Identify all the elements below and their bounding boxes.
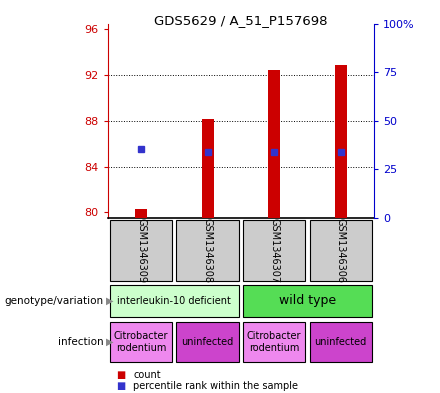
Text: GSM1346308: GSM1346308: [203, 218, 213, 283]
Text: GDS5629 / A_51_P157698: GDS5629 / A_51_P157698: [154, 14, 328, 27]
Bar: [243, 321, 305, 362]
Bar: [268, 70, 280, 218]
Bar: [110, 321, 172, 362]
Bar: [176, 321, 239, 362]
Text: infection: infection: [58, 337, 103, 347]
Text: ■: ■: [117, 370, 126, 380]
Text: genotype/variation: genotype/variation: [4, 296, 103, 306]
Bar: [310, 321, 372, 362]
Bar: [176, 220, 239, 281]
Bar: [135, 209, 147, 218]
Bar: [243, 285, 372, 317]
Text: uninfected: uninfected: [182, 337, 234, 347]
Text: Citrobacter
rodentium: Citrobacter rodentium: [247, 331, 301, 353]
Bar: [243, 220, 305, 281]
Bar: [335, 65, 347, 218]
Text: Citrobacter
rodentium: Citrobacter rodentium: [114, 331, 169, 353]
Text: GSM1346307: GSM1346307: [269, 218, 279, 283]
Text: interleukin-10 deficient: interleukin-10 deficient: [117, 296, 231, 306]
Bar: [110, 220, 172, 281]
Text: GSM1346309: GSM1346309: [136, 218, 146, 283]
Text: uninfected: uninfected: [315, 337, 367, 347]
Text: ▶: ▶: [106, 337, 113, 347]
Text: count: count: [133, 370, 161, 380]
Text: wild type: wild type: [279, 294, 336, 307]
Text: percentile rank within the sample: percentile rank within the sample: [133, 381, 298, 391]
Bar: [110, 285, 239, 317]
Text: ■: ■: [117, 381, 126, 391]
Bar: [202, 119, 213, 218]
Text: ▶: ▶: [106, 296, 113, 306]
Bar: [310, 220, 372, 281]
Text: GSM1346306: GSM1346306: [336, 218, 346, 283]
